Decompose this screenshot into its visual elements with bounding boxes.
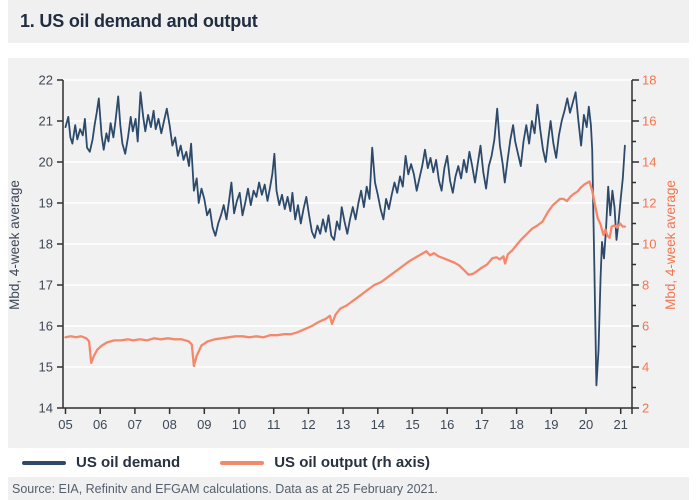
right-tick-label: 14 xyxy=(642,155,656,170)
chart-title-band: 1. US oil demand and output xyxy=(8,0,689,43)
x-tick-label: 12 xyxy=(301,417,315,432)
left-tick-label: 14 xyxy=(39,401,53,416)
x-tick-label: 16 xyxy=(440,417,454,432)
left-tick-label: 16 xyxy=(39,319,53,334)
x-tick-label: 17 xyxy=(475,417,489,432)
right-tick-label: 6 xyxy=(642,319,649,334)
right-tick-label: 18 xyxy=(642,73,656,88)
series-line-demand xyxy=(64,91,626,387)
source-text: Source: EIA, Refinitv and EFGAM calculat… xyxy=(12,481,438,496)
x-tick-label: 21 xyxy=(613,417,627,432)
right-tick-label: 12 xyxy=(642,196,656,211)
x-tick-label: 06 xyxy=(93,417,107,432)
right-tick-label: 2 xyxy=(642,401,649,416)
left-tick-label: 18 xyxy=(39,237,53,252)
series-line-output xyxy=(64,180,627,368)
output-line-swatch xyxy=(220,460,265,465)
left-tick-label: 15 xyxy=(39,360,53,375)
left-tick-label: 19 xyxy=(39,196,53,211)
x-tick-label: 10 xyxy=(232,417,246,432)
chart-legend: US oil demand US oil output (rh axis) xyxy=(8,448,689,477)
chart-panel: Mbd, 4-week average Mbd, 4-week average … xyxy=(8,58,689,448)
left-tick-label: 20 xyxy=(39,155,53,170)
left-tick-label: 17 xyxy=(39,278,53,293)
left-tick-label: 22 xyxy=(39,73,53,88)
left-tick-label: 21 xyxy=(39,114,53,129)
right-tick-label: 10 xyxy=(642,237,656,252)
x-tick-label: 05 xyxy=(58,417,72,432)
right-tick-label: 4 xyxy=(642,360,649,375)
right-axis-title: Mbd, 4-week average xyxy=(663,180,678,310)
x-tick-label: 15 xyxy=(405,417,419,432)
legend-label-output: US oil output (rh axis) xyxy=(274,454,431,471)
x-tick-label: 07 xyxy=(128,417,142,432)
left-axis-title: Mbd, 4-week average xyxy=(8,180,22,310)
right-tick-label: 16 xyxy=(642,114,656,129)
x-tick-label: 09 xyxy=(197,417,211,432)
x-tick-label: 14 xyxy=(371,417,385,432)
legend-label-demand: US oil demand xyxy=(76,454,181,471)
x-tick-label: 18 xyxy=(509,417,523,432)
x-tick-label: 20 xyxy=(579,417,593,432)
chart-svg: Mbd, 4-week average Mbd, 4-week average … xyxy=(8,73,678,433)
x-tick-label: 08 xyxy=(162,417,176,432)
x-tick-label: 11 xyxy=(267,417,281,432)
right-tick-label: 8 xyxy=(642,278,649,293)
legend-item-demand: US oil demand xyxy=(22,454,180,471)
demand-line-swatch xyxy=(22,460,66,465)
legend-item-output: US oil output (rh axis) xyxy=(220,454,430,471)
page-title: 1. US oil demand and output xyxy=(20,11,258,31)
source-band: Source: EIA, Refinitv and EFGAM calculat… xyxy=(8,477,689,500)
x-tick-label: 19 xyxy=(544,417,558,432)
x-tick-label: 13 xyxy=(336,417,350,432)
